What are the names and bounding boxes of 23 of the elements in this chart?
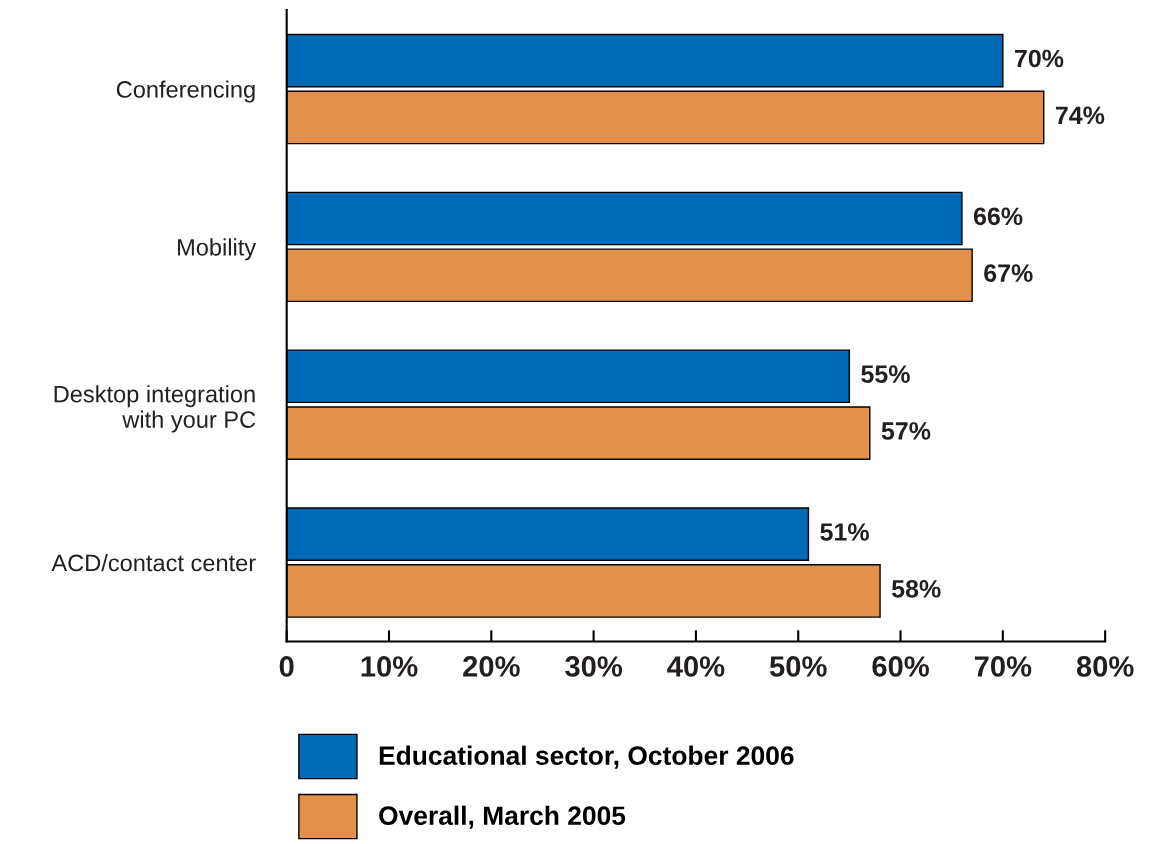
x-tick-label: 40% [667, 656, 725, 677]
legend-label: Educational sector, October 2006 [379, 745, 794, 769]
x-tick-label: 70% [974, 656, 1032, 677]
x-tick-label: 80% [1076, 656, 1134, 677]
y-tick-label: Mobility [178, 238, 257, 261]
legend-label: Overall, March 2005 [379, 805, 626, 829]
y-tick-label: Desktop integration with your PC [54, 385, 256, 433]
data-label: 74% [1055, 106, 1105, 125]
data-label: 66% [973, 207, 1023, 226]
data-label: 51% [820, 523, 869, 541]
x-tick-label: 50% [769, 656, 827, 677]
x-tick-label: 20% [463, 656, 520, 677]
data-label: 55% [861, 365, 910, 383]
data-label: 67% [984, 264, 1033, 282]
y-tick-label: Conferencing [116, 80, 255, 103]
x-tick-label: 0 [279, 656, 294, 677]
data-label: 58% [891, 579, 941, 598]
x-tick-label: 10% [361, 656, 418, 677]
data-label: 57% [881, 422, 931, 440]
data-label: 70% [1015, 49, 1064, 68]
y-tick-label: ACD/contact center [51, 553, 256, 572]
x-tick-label: 30% [565, 656, 623, 677]
x-tick-label: 60% [872, 656, 929, 677]
